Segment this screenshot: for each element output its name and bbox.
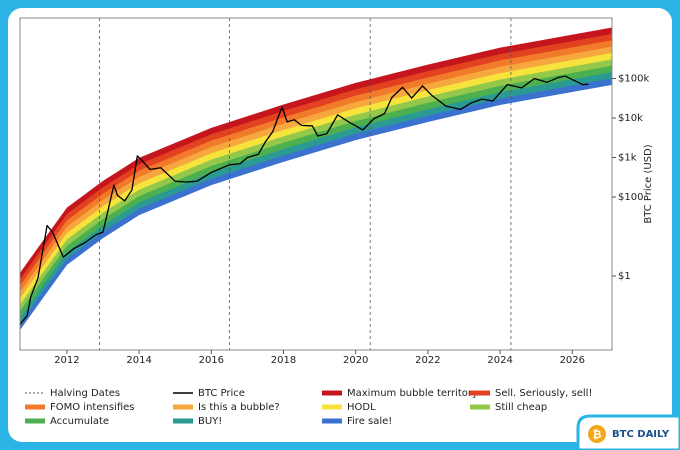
legend-label: Is this a bubble? — [198, 402, 280, 413]
legend-label: Maximum bubble territory — [347, 388, 478, 399]
legend-label: BUY! — [198, 416, 222, 427]
x-tick-label: 2018 — [271, 355, 296, 366]
price-line — [19, 75, 589, 325]
x-tick-label: 2016 — [199, 355, 224, 366]
y-tick-label: $1 — [618, 271, 631, 282]
legend-label: BTC Price — [198, 388, 245, 399]
y-axis-label: BTC Price (USD) — [643, 144, 654, 223]
band-floor — [20, 84, 612, 351]
legend-label: Accumulate — [50, 416, 109, 427]
logo-coin-symbol: ₿ — [593, 428, 602, 441]
legend-label: HODL — [347, 402, 376, 413]
logo-text: BTC DAILY — [612, 429, 670, 440]
y-tick-label: $10k — [618, 113, 643, 124]
x-tick-label: 2022 — [415, 355, 440, 366]
legend-label: Halving Dates — [50, 388, 120, 399]
y-tick-label: $1k — [618, 153, 637, 164]
plot-frame — [19, 17, 613, 351]
y-tick-label: $100 — [618, 192, 643, 203]
legend-label: Sell. Seriously, sell! — [495, 388, 592, 399]
legend-label: Still cheap — [495, 402, 547, 413]
legend-label: FOMO intensifies — [50, 402, 134, 413]
logo-box — [576, 414, 680, 450]
logo-coin — [588, 425, 606, 443]
x-tick-label: 2026 — [560, 355, 585, 366]
y-tick-label: $100k — [618, 73, 649, 84]
plot — [19, 18, 612, 351]
logo: ₿ BTC DAILY — [576, 414, 680, 450]
x-tick-label: 2014 — [126, 355, 151, 366]
x-tick-label: 2012 — [54, 355, 79, 366]
x-tick-label: 2024 — [487, 355, 512, 366]
x-tick-label: 2020 — [343, 355, 368, 366]
legend-label: Fire sale! — [347, 416, 392, 427]
